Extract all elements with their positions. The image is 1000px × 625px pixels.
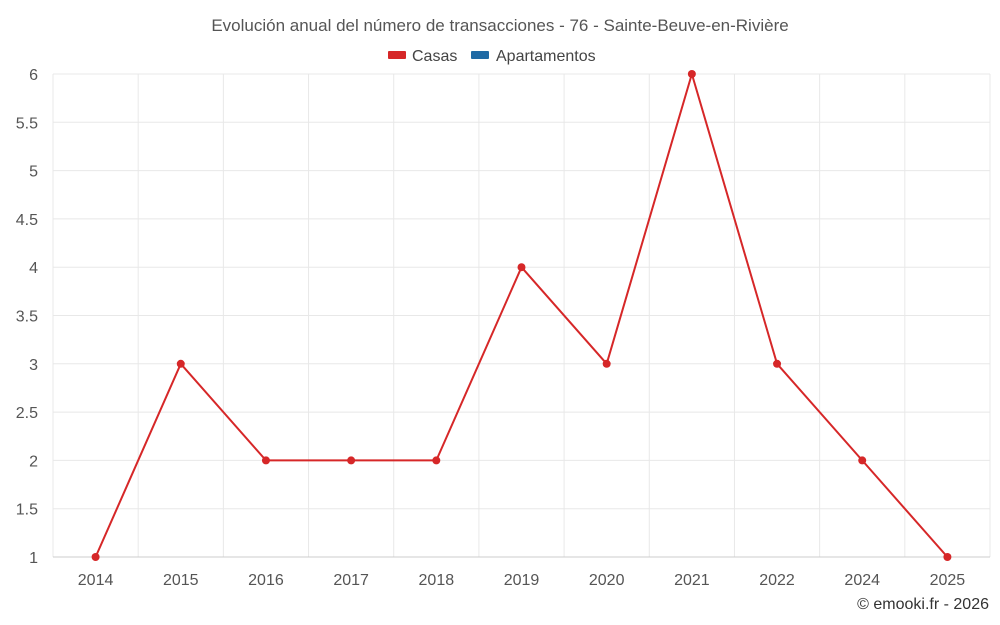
x-tick-label: 2025 xyxy=(930,572,966,589)
credit-text: © emooki.fr - 2026 xyxy=(857,596,989,613)
y-tick-label: 4 xyxy=(29,260,38,277)
y-tick-label: 3.5 xyxy=(16,309,38,326)
data-point-casas-2025[interactable] xyxy=(943,553,952,561)
x-tick-label: 2019 xyxy=(504,572,540,589)
y-tick-label: 1.5 xyxy=(16,502,38,519)
legend-item-apartamentos[interactable]: Apartamentos xyxy=(471,48,596,65)
x-tick-label: 2014 xyxy=(78,572,114,589)
legend-label-casas: Casas xyxy=(412,48,457,65)
x-tick-label: 2015 xyxy=(163,572,199,589)
y-tick-label: 5 xyxy=(29,164,38,181)
data-point-casas-2016[interactable] xyxy=(261,456,270,465)
chart-title: Evolución anual del número de transaccio… xyxy=(211,16,788,35)
legend-swatch-apartamentos xyxy=(471,51,489,59)
data-point-casas-2020[interactable] xyxy=(602,359,611,368)
data-point-casas-2015[interactable] xyxy=(176,359,185,368)
x-tick-label: 2024 xyxy=(844,572,880,589)
data-point-casas-2017[interactable] xyxy=(347,456,356,465)
data-point-casas-2018[interactable] xyxy=(432,456,441,465)
x-tick-label: 2016 xyxy=(248,572,284,589)
x-tick-label: 2022 xyxy=(759,572,795,589)
y-tick-label: 3 xyxy=(29,357,38,374)
x-tick-label: 2017 xyxy=(333,572,369,589)
data-point-casas-2014[interactable] xyxy=(91,553,100,561)
x-tick-label: 2021 xyxy=(674,572,710,589)
y-tick-label: 6 xyxy=(29,67,38,84)
legend-swatch-casas xyxy=(388,51,406,59)
y-tick-label: 5.5 xyxy=(16,115,38,132)
y-tick-label: 4.5 xyxy=(16,212,38,229)
legend: Casas Apartamentos xyxy=(388,48,596,65)
x-tick-label: 2018 xyxy=(419,572,455,589)
y-tick-label: 2 xyxy=(29,453,38,470)
legend-label-apartamentos: Apartamentos xyxy=(496,48,596,65)
y-tick-label: 2.5 xyxy=(16,405,38,422)
data-point-casas-2019[interactable] xyxy=(517,263,526,272)
data-point-casas-2024[interactable] xyxy=(858,456,867,465)
series-points xyxy=(91,70,952,561)
data-point-casas-2022[interactable] xyxy=(773,359,782,368)
gridlines xyxy=(52,73,991,558)
legend-item-casas[interactable]: Casas xyxy=(388,48,457,65)
y-tick-label: 1 xyxy=(29,550,38,567)
axes: 1 1.5 2 2.5 3 3.5 4 4.5 5 5.5 6 2014 2015 2016 2017 201… xyxy=(16,67,990,589)
data-point-casas-2021[interactable] xyxy=(687,70,696,78)
x-tick-label: 2020 xyxy=(589,572,625,589)
